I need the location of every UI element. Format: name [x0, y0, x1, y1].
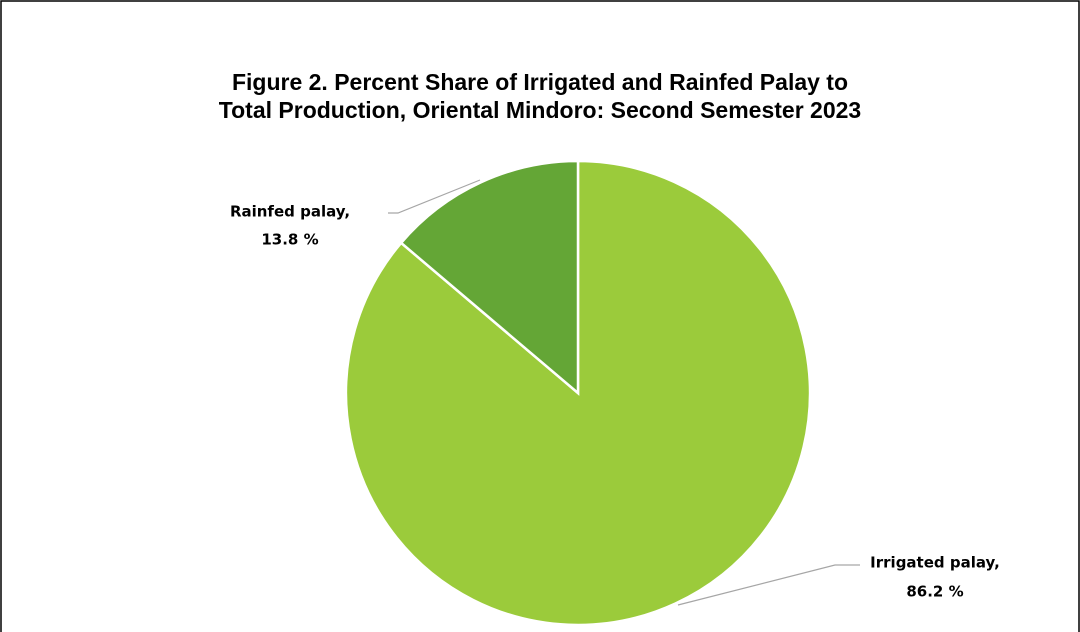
chart-title: Figure 2. Percent Share of Irrigated and…	[218, 69, 862, 123]
data-label-value: 13.8 %	[261, 231, 318, 249]
leader-line	[388, 179, 481, 214]
pie-slice	[399, 159, 580, 396]
data-label-name: Irrigated palay,	[870, 554, 1000, 572]
pie-slice	[344, 159, 812, 627]
data-label-value: 86.2 %	[906, 583, 963, 601]
leader-line	[677, 564, 860, 606]
data-label-name: Rainfed palay,	[230, 203, 350, 221]
